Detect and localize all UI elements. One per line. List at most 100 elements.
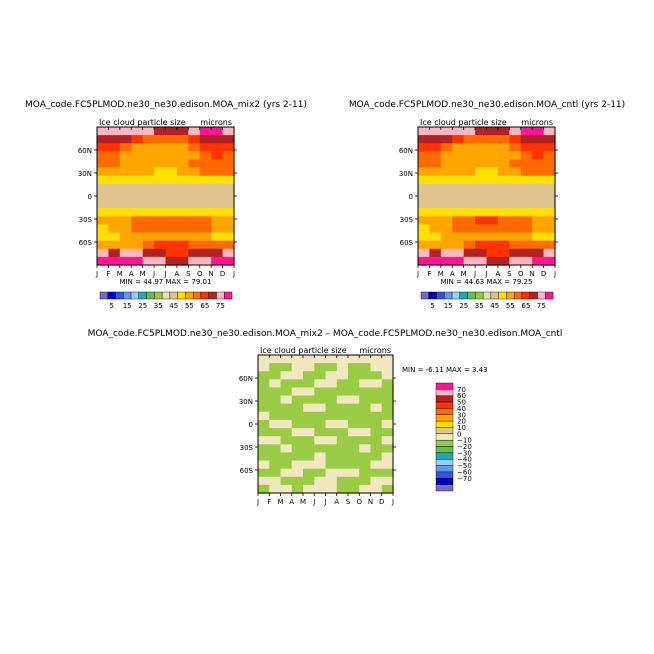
heatmap-cell — [176, 208, 189, 217]
heatmap-cell — [314, 468, 327, 478]
colorbar-swatch — [146, 291, 155, 300]
heatmap-cell — [280, 452, 293, 462]
heatmap-cell — [131, 135, 144, 144]
colorbar: 5 15 25 35 45 55 65 75 — [420, 291, 554, 310]
colorbar-swatch — [435, 395, 454, 403]
heatmap-cell — [381, 419, 394, 429]
colorbar-swatch — [435, 408, 454, 415]
y-tick-label: 30S — [240, 444, 254, 452]
heatmap-cell — [165, 151, 178, 161]
heatmap-cell — [463, 200, 476, 209]
heatmap-cell — [520, 135, 533, 144]
heatmap-cell — [222, 183, 235, 193]
plot-subtitle: Ice cloud particle size microns — [420, 118, 553, 127]
heatmap-cell — [303, 444, 315, 454]
colorbar-tick-label: 45 — [169, 302, 178, 310]
heatmap-cell — [314, 419, 327, 429]
heatmap-cell — [280, 476, 293, 486]
heatmap-cell — [440, 127, 453, 136]
heatmap-cell — [418, 135, 431, 144]
heatmap-cell — [370, 484, 383, 494]
colorbar-swatch — [123, 291, 132, 300]
heatmap-cell — [165, 127, 178, 136]
heatmap-cell — [108, 127, 121, 136]
colorbar-swatch — [435, 459, 454, 466]
y-tick-label: 60S — [79, 239, 93, 247]
heatmap-cell — [370, 379, 383, 389]
heatmap-cell — [509, 256, 522, 266]
heatmap-cell — [188, 175, 201, 185]
heatmap-cell — [418, 191, 431, 201]
heatmap-cell — [108, 183, 121, 193]
heatmap-cell — [314, 436, 327, 445]
heatmap-cell — [475, 208, 488, 217]
heatmap-cell — [520, 240, 533, 250]
x-tick-label: J — [256, 498, 259, 506]
heatmap-cell — [325, 363, 338, 372]
heatmap-cell — [463, 232, 476, 242]
heatmap-cell — [520, 183, 533, 193]
colorbar-swatch — [435, 427, 454, 435]
heatmap-cell — [325, 452, 338, 462]
heatmap-cell — [475, 175, 488, 185]
heatmap-cell — [475, 127, 488, 136]
heatmap-cell — [359, 484, 372, 494]
heatmap-cell — [176, 183, 189, 193]
heatmap-cell — [336, 476, 349, 486]
heatmap-cell — [142, 216, 155, 226]
heatmap-cell — [188, 151, 201, 161]
heatmap-cell — [269, 436, 282, 445]
heatmap-cell — [325, 419, 338, 429]
heatmap-cell — [370, 428, 383, 437]
heatmap-cell — [418, 200, 431, 209]
heatmap-cell — [303, 363, 315, 372]
heatmap-cell — [108, 224, 121, 234]
heatmap-cell — [314, 452, 327, 462]
heatmap-cell — [532, 256, 545, 266]
heatmap-cell — [532, 191, 545, 201]
heatmap-cell — [509, 248, 522, 258]
heatmap-cell — [97, 191, 110, 201]
x-tick-label: F — [106, 270, 110, 278]
heatmap-cell — [475, 216, 488, 226]
stat-min: -6.11 — [426, 366, 446, 374]
y-tick-label: 60S — [400, 239, 414, 247]
heatmap-cell — [291, 460, 304, 470]
heatmap-cell — [336, 363, 349, 372]
heatmap-cell — [258, 355, 270, 364]
stat-min: 44.97 — [143, 278, 165, 286]
heatmap-cell — [348, 411, 360, 421]
heatmap-cell — [486, 240, 499, 250]
heatmap-cell — [475, 159, 488, 169]
heatmap-cell — [291, 355, 304, 364]
colorbar-swatch — [161, 291, 171, 300]
colorbar-swatch — [521, 291, 530, 300]
heatmap-cell — [119, 159, 132, 169]
x-tick-label: N — [209, 270, 214, 278]
colorbar-swatch — [224, 291, 233, 300]
heatmap-cell — [97, 248, 110, 258]
heatmap-cell — [370, 452, 383, 462]
heatmap-cell — [188, 167, 201, 177]
x-tick-label: D — [220, 270, 225, 278]
heatmap-cell — [303, 395, 315, 405]
heatmap-cell — [131, 208, 144, 217]
heatmap-cell — [211, 232, 224, 242]
heatmap-cell — [303, 379, 315, 389]
heatmap-cell — [199, 232, 212, 242]
heatmap-cell — [348, 395, 360, 405]
heatmap-cell — [336, 411, 349, 421]
heatmap-cell — [154, 191, 167, 201]
colorbar-tick-label: 25 — [138, 302, 147, 310]
heatmap-cell — [314, 379, 327, 389]
heatmap-cell — [211, 248, 224, 258]
subtitle-label: Ice cloud particle size — [420, 118, 507, 127]
heatmap-cell — [463, 183, 476, 193]
heatmap-cell — [165, 167, 178, 177]
colorbar-swatch — [435, 471, 454, 479]
heatmap-cell — [314, 387, 327, 397]
heatmap-cell — [108, 159, 121, 169]
heatmap-cell — [97, 175, 110, 185]
heatmap-cell — [199, 167, 212, 177]
heatmap-cell — [211, 224, 224, 234]
